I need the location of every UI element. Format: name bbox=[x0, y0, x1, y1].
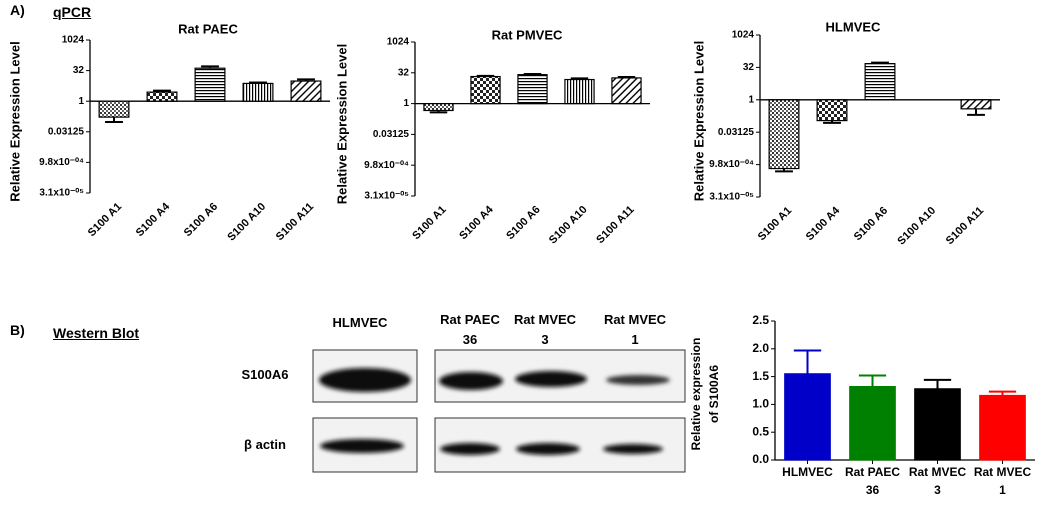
x-tick-label: HLMVEC bbox=[782, 465, 833, 479]
error-bar bbox=[617, 75, 636, 78]
x-tick-label: S100 A11 bbox=[944, 205, 986, 247]
y-axis-label: Relative Expression Level bbox=[7, 41, 22, 201]
x-tick-label: Rat MVEC 3 bbox=[908, 465, 967, 497]
bar bbox=[98, 100, 130, 118]
y-tick-label: 9.8x10⁻⁰⁴ bbox=[709, 159, 754, 170]
bar bbox=[784, 373, 831, 461]
error-bar bbox=[988, 390, 1017, 396]
x-tick-label: S100 A4 bbox=[134, 200, 173, 239]
error-bar bbox=[297, 78, 315, 82]
error-bar bbox=[793, 349, 822, 374]
y-tick-label: 32 bbox=[398, 67, 410, 78]
x-tick-label: S100 A4 bbox=[804, 204, 843, 243]
lane-label: Rat PAEC 36 bbox=[440, 312, 500, 347]
y-tick-label: 1.5 bbox=[752, 369, 769, 383]
chart-title: Rat PMVEC bbox=[492, 27, 563, 42]
y-tick-label: 9.8x10⁻⁰⁴ bbox=[364, 160, 409, 171]
lane-label: Rat MVEC 3 bbox=[513, 312, 577, 347]
row-label: β actin bbox=[244, 437, 286, 452]
y-tick-label: 1024 bbox=[62, 35, 85, 46]
panel-title: qPCR bbox=[53, 4, 92, 20]
error-bar bbox=[476, 74, 495, 77]
error-bar bbox=[871, 61, 889, 64]
bar bbox=[864, 63, 896, 101]
x-tick-label: S100 A1 bbox=[86, 201, 124, 239]
error-bar bbox=[249, 81, 267, 84]
y-tick-label: 32 bbox=[743, 62, 755, 73]
y-tick-label: 32 bbox=[73, 65, 85, 76]
x-tick-label: S100 A10 bbox=[547, 204, 590, 247]
error-bar bbox=[105, 117, 123, 123]
y-tick-label: 1024 bbox=[732, 30, 755, 41]
bar bbox=[194, 67, 226, 102]
x-tick-label: S100 A4 bbox=[457, 203, 496, 242]
error-bar bbox=[858, 374, 887, 387]
error-bar bbox=[923, 378, 952, 389]
chart-title: HLMVEC bbox=[826, 19, 882, 34]
bar bbox=[960, 99, 992, 110]
error-bar bbox=[153, 89, 171, 93]
error-bar bbox=[429, 110, 448, 114]
bar bbox=[816, 99, 848, 122]
y-tick-label: 0.5 bbox=[752, 424, 769, 438]
bar bbox=[423, 102, 454, 112]
x-tick-label: S100 A11 bbox=[594, 204, 636, 246]
y-tick-label: 3.1x10⁻⁰⁵ bbox=[39, 188, 84, 199]
panel-label: A) bbox=[10, 2, 25, 18]
x-tick-label: S100 A1 bbox=[756, 205, 794, 243]
x-tick-label: Rat PAEC 36 bbox=[844, 465, 901, 497]
bar bbox=[564, 78, 595, 105]
lane-label: Rat MVEC 1 bbox=[603, 312, 667, 347]
bar bbox=[914, 388, 961, 461]
error-bar bbox=[523, 72, 542, 75]
bar bbox=[849, 386, 896, 461]
blot bbox=[312, 349, 686, 473]
x-tick-label: S100 A6 bbox=[182, 201, 220, 239]
y-tick-label: 0.03125 bbox=[48, 126, 85, 137]
bar bbox=[146, 91, 178, 102]
y-tick-label: 1 bbox=[748, 94, 754, 105]
y-tick-label: 3.1x10⁻⁰⁵ bbox=[709, 192, 754, 203]
y-tick-label: 0.03125 bbox=[718, 127, 755, 138]
lane-label: HLMVEC bbox=[332, 315, 388, 330]
y-tick-label: 2.0 bbox=[752, 341, 769, 355]
y-tick-label: 1 bbox=[403, 98, 409, 109]
error-bar bbox=[570, 77, 589, 80]
bar bbox=[979, 394, 1026, 461]
panel-label: B) bbox=[10, 322, 25, 338]
x-tick-label: S100 A6 bbox=[504, 204, 542, 242]
error-bar bbox=[967, 108, 985, 116]
bar bbox=[290, 80, 322, 102]
x-tick-label: S100 A11 bbox=[274, 201, 316, 243]
x-tick-label: S100 A1 bbox=[410, 204, 448, 242]
bar bbox=[517, 74, 548, 105]
y-tick-label: 1 bbox=[78, 96, 84, 107]
x-tick-label: S100 A6 bbox=[852, 205, 890, 243]
bar bbox=[611, 77, 642, 105]
y-axis-label: Relative expression of S100A6 bbox=[689, 337, 721, 450]
panel-title: Western Blot bbox=[53, 325, 140, 341]
y-tick-label: 9.8x10⁻⁰⁴ bbox=[39, 157, 84, 168]
y-axis-label: Relative Expression Level bbox=[334, 44, 349, 204]
row-label: S100A6 bbox=[241, 367, 289, 382]
error-bar bbox=[775, 168, 793, 173]
y-tick-label: 2.5 bbox=[752, 313, 769, 327]
x-tick-label: S100 A10 bbox=[895, 205, 938, 248]
chart-title: Rat PAEC bbox=[178, 21, 238, 36]
bar bbox=[242, 82, 274, 102]
x-tick-label: Rat MVEC 1 bbox=[973, 465, 1032, 497]
bar bbox=[768, 99, 800, 170]
bar bbox=[470, 75, 501, 105]
error-bar bbox=[823, 120, 841, 124]
y-axis-label: Relative Expression Level bbox=[691, 41, 706, 201]
error-bar bbox=[201, 65, 219, 69]
y-tick-label: 1024 bbox=[387, 37, 410, 48]
x-tick-label: S100 A10 bbox=[225, 201, 268, 244]
y-tick-label: 0.0 bbox=[752, 452, 769, 466]
y-tick-label: 1.0 bbox=[752, 397, 769, 411]
y-tick-label: 3.1x10⁻⁰⁵ bbox=[364, 191, 409, 202]
y-tick-label: 0.03125 bbox=[373, 129, 410, 140]
